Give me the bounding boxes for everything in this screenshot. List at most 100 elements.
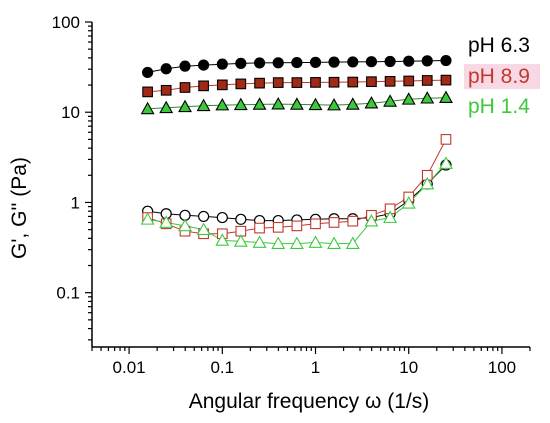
data-point-triangle (345, 236, 360, 249)
axes: 0.01 0.1 1 10 100 0.1 1 10 100 (52, 13, 531, 377)
data-point-triangle (196, 98, 211, 112)
data-point-triangle (252, 97, 267, 110)
series-line (147, 163, 447, 245)
data-point-circle (309, 56, 322, 68)
y-tick-label: 1 (71, 193, 80, 212)
data-point-square (347, 215, 359, 227)
y-axis-title: G', G'' (Pa) (8, 157, 31, 259)
data-point-triangle (383, 94, 398, 107)
data-point-square (347, 76, 359, 88)
x-tick-label: 0.01 (113, 358, 146, 377)
data-point-circle (142, 66, 154, 79)
data-points (140, 54, 453, 249)
data-point-circle (198, 210, 210, 223)
data-point-circle (160, 63, 172, 75)
data-point-square (142, 86, 153, 98)
data-point-triangle (439, 156, 453, 169)
data-point-triangle (196, 222, 211, 235)
data-point-square (291, 77, 303, 88)
data-point-circle (235, 57, 247, 69)
data-point-circle (328, 56, 340, 68)
data-point-square (235, 78, 247, 90)
data-point-triangle (140, 101, 155, 115)
data-point-triangle (327, 97, 341, 111)
data-point-circle (235, 213, 247, 225)
data-point-triangle (289, 97, 304, 110)
data-point-triangle (364, 214, 379, 227)
data-point-square (440, 74, 452, 86)
data-point-triangle (345, 97, 360, 110)
x-axis-title: Angular frequency ω (1/s) (189, 390, 430, 413)
data-point-square (421, 75, 433, 86)
data-point-triangle (401, 92, 416, 105)
data-point-circle (198, 59, 210, 71)
data-point-circle (291, 56, 303, 69)
label-highlight (464, 64, 540, 89)
data-point-triangle (289, 236, 304, 249)
data-point-triangle (327, 236, 341, 249)
data-point-triangle (308, 235, 323, 248)
data-point-square (179, 82, 191, 93)
series-labels: pH 6.3 pH 8.9 pH 1.4 (464, 34, 540, 118)
data-point-circle (384, 55, 396, 68)
data-point-circle (272, 57, 284, 69)
data-point-circle (421, 55, 433, 67)
x-tick-label: 100 (488, 358, 516, 377)
data-point-triangle (159, 100, 174, 114)
data-point-circle (347, 56, 359, 68)
data-point-square (328, 217, 340, 228)
data-point-square (254, 222, 265, 234)
data-point-triangle (233, 97, 248, 111)
data-point-square (216, 79, 228, 91)
data-point-triangle (364, 96, 379, 109)
series-line (147, 164, 447, 222)
data-point-triangle (271, 236, 286, 249)
data-point-square (366, 76, 377, 88)
x-tick-label: 0.1 (210, 358, 234, 377)
x-tick-label: 1 (311, 358, 320, 377)
y-tick-label: 100 (52, 13, 80, 32)
data-point-square (440, 134, 452, 145)
data-point-square (198, 80, 209, 92)
data-point-circle (179, 60, 191, 72)
data-point-triangle (401, 196, 416, 209)
data-point-circle (403, 55, 415, 67)
data-point-circle (365, 56, 378, 68)
data-point-square (272, 77, 284, 88)
data-point-triangle (159, 215, 174, 228)
data-point-triangle (178, 99, 192, 113)
data-point-triangle (439, 90, 453, 104)
y-tick-label: 0.1 (56, 284, 80, 303)
data-point-triangle (420, 91, 435, 104)
data-point-triangle (271, 96, 286, 110)
data-point-square (254, 77, 265, 89)
data-point-square (310, 77, 321, 88)
series-label-3: pH 1.4 (468, 95, 530, 118)
data-point-circle (216, 58, 228, 70)
data-point-triangle (383, 210, 398, 223)
data-point-circle (216, 211, 228, 224)
data-point-square (310, 218, 321, 230)
data-point-square (384, 75, 396, 87)
data-point-circle (440, 54, 452, 67)
data-point-triangle (178, 218, 192, 232)
data-point-triangle (215, 97, 230, 111)
data-point-triangle (140, 212, 155, 225)
data-point-triangle (420, 176, 435, 190)
series-label-2: pH 8.9 (468, 65, 530, 88)
data-point-square (272, 221, 284, 233)
series-label-1: pH 6.3 (468, 34, 530, 57)
data-point-triangle (215, 233, 230, 246)
data-point-triangle (252, 235, 267, 248)
data-point-triangle (308, 97, 323, 111)
data-point-square (403, 75, 415, 87)
y-tick-label: 10 (61, 103, 80, 122)
data-point-square (291, 220, 303, 232)
data-point-triangle (233, 234, 248, 247)
data-point-circle (253, 57, 266, 69)
x-tick-label: 10 (399, 358, 418, 377)
data-point-square (328, 76, 340, 88)
data-point-square (160, 84, 172, 96)
